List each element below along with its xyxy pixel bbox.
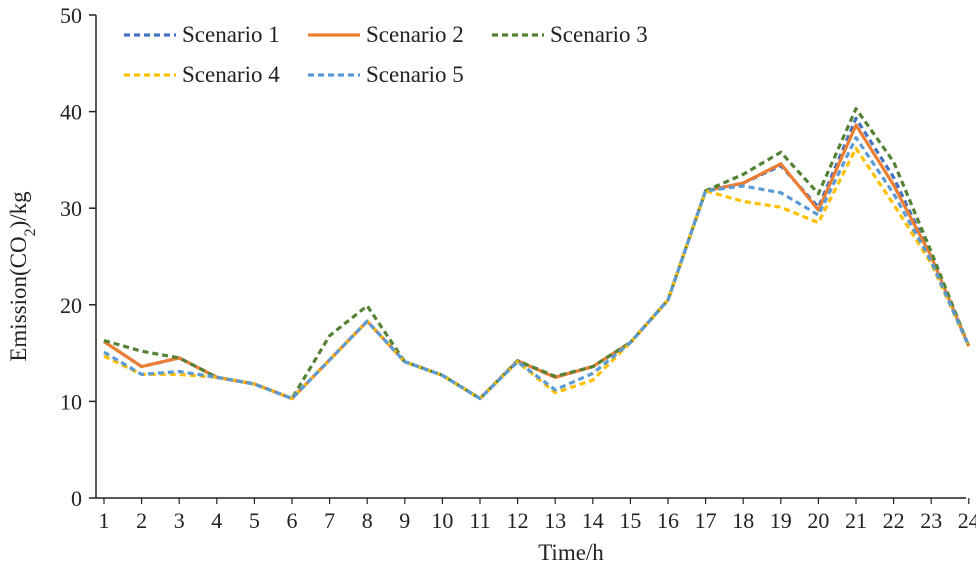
series-line-3	[103, 107, 971, 401]
x-tick-label: 6	[287, 508, 298, 533]
y-tick-label: 0	[71, 486, 82, 511]
x-tick-label: 23	[920, 508, 942, 533]
x-tick-label: 5	[249, 508, 260, 533]
y-tick-label: 30	[60, 196, 82, 221]
series-line-4	[103, 146, 971, 401]
x-tick-label: 3	[174, 508, 185, 533]
x-tick-label: 10	[431, 508, 453, 533]
legend-item: Scenario 3	[492, 22, 648, 47]
y-tick-label: 40	[60, 100, 82, 125]
x-tick-label: 24	[958, 508, 976, 533]
legend-label: Scenario 2	[366, 22, 464, 47]
x-tick-label: 17	[695, 508, 717, 533]
legend-label: Scenario 4	[182, 62, 280, 87]
x-tick-label: 20	[807, 508, 829, 533]
x-tick-label: 21	[845, 508, 867, 533]
axes	[95, 15, 966, 499]
series-line-2	[103, 123, 971, 401]
y-tick-label: 50	[60, 3, 82, 28]
x-tick-label: 18	[732, 508, 754, 533]
x-tick-label: 15	[619, 508, 641, 533]
x-tick-label: 9	[399, 508, 410, 533]
legend-item: Scenario 2	[308, 22, 464, 47]
legend: Scenario 1 Scenario 2 Scenario 3 Scenario 4…	[124, 22, 648, 87]
series-lines	[103, 107, 971, 401]
x-tick-label: 19	[770, 508, 792, 533]
x-tick-label: 16	[657, 508, 679, 533]
x-axis-title: Time/h	[538, 540, 604, 565]
x-tick-label: 1	[99, 508, 110, 533]
legend-label: Scenario 3	[550, 22, 648, 47]
y-axis-title-unit: )/kg	[6, 191, 31, 229]
x-tick-label: 11	[469, 508, 490, 533]
y-axis-title-subscript: 2	[22, 228, 39, 236]
x-tick-label: 14	[582, 508, 604, 533]
x-tick-label: 13	[544, 508, 566, 533]
x-tick-label: 4	[211, 508, 222, 533]
x-tick-label: 22	[883, 508, 905, 533]
x-tick-labels: 1 2 3 4 5 6 7 8 9 10 11 12 13 14 15 16 17 18 19 20 21 22 23 24	[99, 498, 976, 533]
series-line-5	[103, 136, 971, 401]
legend-item: Scenario 4	[124, 62, 280, 87]
x-tick-label: 8	[362, 508, 373, 533]
y-tick-labels: 0 10 20 30 40 50	[60, 3, 96, 511]
y-tick-label: 20	[60, 293, 82, 318]
legend-label: Scenario 1	[182, 22, 280, 47]
x-tick-label: 12	[507, 508, 529, 533]
legend-label: Scenario 5	[366, 62, 464, 87]
y-axis-title-main: Emission(CO	[6, 236, 31, 361]
y-axis-title: Emission(CO2)/kg	[6, 191, 39, 362]
x-tick-label: 2	[136, 508, 147, 533]
x-tick-label: 7	[324, 508, 335, 533]
y-tick-label: 10	[60, 389, 82, 414]
legend-item: Scenario 5	[308, 62, 464, 87]
legend-item: Scenario 1	[124, 22, 280, 47]
